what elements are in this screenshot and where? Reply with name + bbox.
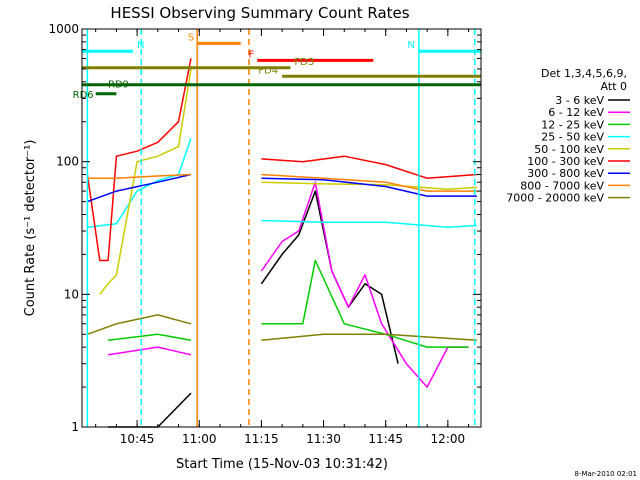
x-axis-label: Start Time (15-Nov-03 10:31:42) bbox=[176, 457, 388, 472]
legend-entry-0: 3 - 6 keV bbox=[555, 94, 604, 107]
legend-entry-1: 6 - 12 keV bbox=[548, 106, 604, 119]
legend-header-0: Det 1,3,4,5,6,9, bbox=[541, 67, 627, 80]
flag-label-3: F bbox=[248, 49, 254, 60]
chart-title: HESSI Observing Summary Count Rates bbox=[110, 4, 409, 22]
x-axis: 10:45 11:00 11:15 11:30 11:45 12:00 bbox=[95, 29, 470, 446]
legend-entry-2: 12 - 25 keV bbox=[541, 118, 604, 131]
legend-entry-8: 7000 - 20000 keV bbox=[506, 192, 604, 205]
x-tick-label-5: 12:00 bbox=[431, 432, 466, 446]
flag-bars: N N S F FD3 FD4 RD9 RD6 bbox=[73, 32, 481, 101]
x-tick-label-2: 11:15 bbox=[244, 432, 279, 446]
legend-entry-4: 50 - 100 keV bbox=[534, 143, 604, 156]
x-tick-label-4: 11:45 bbox=[368, 432, 403, 446]
flag-label-0: N bbox=[137, 40, 144, 51]
series-line-4 bbox=[99, 68, 477, 295]
y-tick-label-0: 1 bbox=[71, 420, 79, 434]
y-tick-label-2: 100 bbox=[56, 155, 79, 169]
flag-label-4: FD3 bbox=[294, 57, 314, 68]
legend-entry-6: 300 - 800 keV bbox=[527, 167, 604, 180]
legend-entry-3: 25 - 50 keV bbox=[541, 131, 604, 144]
vertical-markers bbox=[86, 29, 476, 427]
footer-date: 8-Mar-2010 02:01 bbox=[575, 470, 637, 478]
series-line-6 bbox=[87, 173, 477, 203]
flag-label-1: N bbox=[407, 40, 414, 51]
y-axis-label: Count Rate (s⁻¹ detector⁻¹) bbox=[23, 140, 38, 317]
series-group bbox=[86, 58, 477, 428]
legend-entry-7: 800 - 7000 keV bbox=[520, 179, 604, 192]
series-line-2 bbox=[108, 259, 469, 348]
flag-label-6: RD9 bbox=[108, 80, 129, 91]
x-tick-label-0: 10:45 bbox=[120, 432, 155, 446]
y-tick-label-3: 1000 bbox=[48, 22, 79, 36]
series-line-1 bbox=[107, 181, 469, 388]
legend-entry-5: 100 - 300 keV bbox=[527, 155, 604, 168]
legend-header-1: Att 0 bbox=[601, 80, 627, 93]
flag-label-7: RD6 bbox=[73, 90, 94, 101]
x-tick-label-1: 11:00 bbox=[182, 432, 217, 446]
y-tick-label-1: 10 bbox=[64, 287, 79, 301]
series-line-8 bbox=[87, 314, 477, 342]
plot-frame bbox=[81, 28, 482, 428]
x-tick-label-3: 11:30 bbox=[306, 432, 341, 446]
y-axis: 1 10 100 1000 bbox=[48, 22, 481, 434]
series-line-5 bbox=[86, 58, 477, 262]
series-line-7 bbox=[87, 173, 477, 192]
flag-label-5: FD4 bbox=[258, 65, 278, 76]
flag-label-2: S bbox=[188, 32, 194, 43]
